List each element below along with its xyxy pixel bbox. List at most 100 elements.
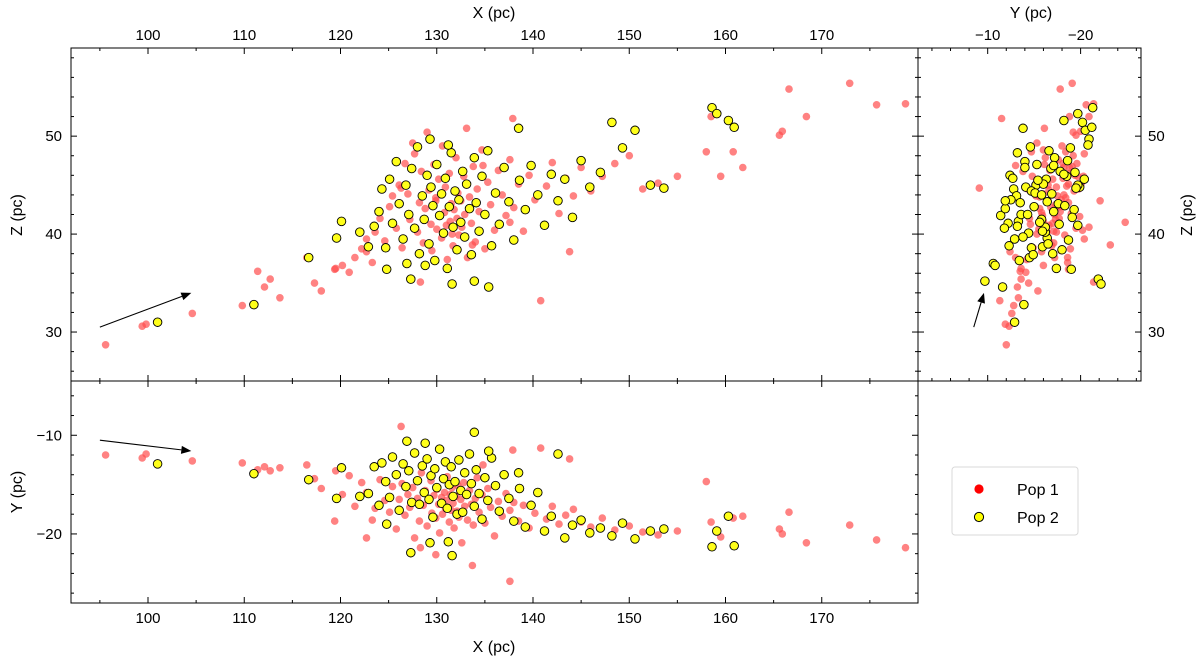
pop1-point-xy <box>654 531 662 539</box>
pop2-point-yz <box>1057 245 1067 255</box>
pop1-point-xz <box>266 275 275 283</box>
pop2-point-xz <box>454 195 464 205</box>
pop1-point-yz <box>1058 142 1066 150</box>
pop2-point-xy <box>152 459 163 469</box>
pop2-point-yz <box>1018 123 1028 134</box>
pop1-point-xy <box>509 446 517 454</box>
motion-arrow-head-xz <box>180 292 192 301</box>
legend-box <box>951 466 1079 536</box>
pop2-point-yz <box>1043 239 1053 249</box>
pop1-point-xz <box>716 172 725 181</box>
pop1-point-xy <box>449 499 457 508</box>
pop1-point-xy <box>395 495 404 504</box>
pop1-point-yz <box>1026 220 1035 229</box>
pop1-point-yz <box>1017 275 1025 283</box>
xz-top-tick-label: 140 <box>520 27 545 44</box>
pop2-point-xz <box>440 173 451 184</box>
pop2-point-xz <box>303 252 314 263</box>
pop2-point-xy <box>404 466 414 476</box>
motion-arrow-shaft-xz <box>99 295 183 328</box>
pop1-point-xz <box>872 101 881 109</box>
pop2-point-yz <box>1004 241 1014 251</box>
pop1-point-yz <box>1062 182 1071 190</box>
xz-left-tick-label: 30 <box>45 324 62 341</box>
yz-right-tick-label: 40 <box>1148 226 1165 243</box>
xy-bottom-tick-label: 100 <box>135 610 160 627</box>
pop1-point-xz <box>362 235 371 243</box>
pop2-point-xz <box>430 255 440 266</box>
pop2-point-xy <box>446 462 456 472</box>
pop1-point-xy <box>368 516 377 524</box>
pop2-point-xy <box>454 455 464 465</box>
pop2-point-xy <box>424 494 434 505</box>
pop2-point-xz <box>402 258 412 269</box>
pop1-point-xz <box>548 158 557 167</box>
pop2-point-xy <box>428 512 438 522</box>
pop2-point-yz <box>995 210 1006 221</box>
pop1-point-xy <box>238 459 247 467</box>
pop2-point-xz <box>406 274 416 284</box>
pop1-point-yz <box>1001 320 1010 329</box>
pop1-point-xy <box>565 455 574 463</box>
pop2-point-xz <box>419 214 429 225</box>
pop2-point-xz <box>443 140 454 150</box>
pop2-point-xz <box>417 191 428 201</box>
pop2-point-xy <box>553 449 563 459</box>
pop2-point-xy <box>249 468 259 479</box>
pop2-point-xz <box>607 117 617 128</box>
pop2-point-xy <box>406 497 417 508</box>
yz-top-tick-label: −20 <box>1068 27 1093 44</box>
pop1-point-xy <box>473 473 482 482</box>
pop1-point-yz <box>1013 283 1022 291</box>
pop1-point-xy <box>404 490 412 499</box>
pop2-point-xy <box>617 518 628 528</box>
pop2-point-yz <box>1096 279 1106 289</box>
legend-marker-pop2 <box>973 511 985 523</box>
pop2-point-xz <box>553 196 563 206</box>
pop2-point-xy <box>723 511 734 521</box>
legend-label-pop1: Pop 1 <box>1017 482 1059 499</box>
pop1-point-xz <box>338 261 347 270</box>
pop2-point-xy <box>499 469 509 480</box>
pop1-point-xz <box>388 192 397 200</box>
pop2-point-xy <box>483 495 493 506</box>
pop2-point-xz <box>377 184 387 194</box>
xy-bottom-tick-label: 160 <box>713 610 738 627</box>
pop2-point-xz <box>446 148 456 158</box>
pop1-point-xz <box>368 258 377 267</box>
pop1-point-xz <box>253 267 262 276</box>
pop2-point-xz <box>401 180 411 190</box>
pop1-point-xz <box>462 124 471 133</box>
pop2-point-xy <box>417 461 428 471</box>
pop2-point-xz <box>504 197 514 207</box>
pop2-point-xz <box>391 156 402 167</box>
pop2-point-xy <box>414 499 425 510</box>
pop1-point-xy <box>707 518 715 526</box>
pop2-point-yz <box>1012 148 1023 158</box>
pop2-point-yz <box>1062 155 1073 166</box>
pop1-point-xz <box>481 245 489 253</box>
pop2-point-xz <box>432 159 442 170</box>
pop2-point-xz <box>384 174 395 184</box>
pop1-point-xy <box>357 478 366 487</box>
pop1-point-xz <box>785 85 793 93</box>
yz-right-tick-label: 50 <box>1148 128 1165 145</box>
panel-xz: 100 110 120 130 140 150 160 170 30 40 50 <box>45 27 919 382</box>
pop1-point-yz <box>1063 253 1072 262</box>
pop2-point-xz <box>331 233 342 243</box>
pop2-point-yz <box>1037 226 1048 236</box>
pop2-point-xz <box>513 123 524 134</box>
pop2-point-yz <box>1077 117 1088 128</box>
pop1-point-xy <box>417 469 426 477</box>
pop2-point-xy <box>585 528 595 538</box>
pop2-point-xy <box>406 547 416 558</box>
xy-xlabel: X (pc) <box>473 639 516 656</box>
pop2-point-xy <box>477 514 487 524</box>
pop2-point-xz <box>426 182 436 192</box>
pop2-point-xy <box>336 463 347 473</box>
ticks-xz: 100 110 120 130 140 150 160 170 30 40 50 <box>45 27 918 381</box>
pop2-point-xz <box>444 201 455 212</box>
pop1-point-xz <box>509 114 517 123</box>
pop2-point-xz <box>471 197 481 208</box>
